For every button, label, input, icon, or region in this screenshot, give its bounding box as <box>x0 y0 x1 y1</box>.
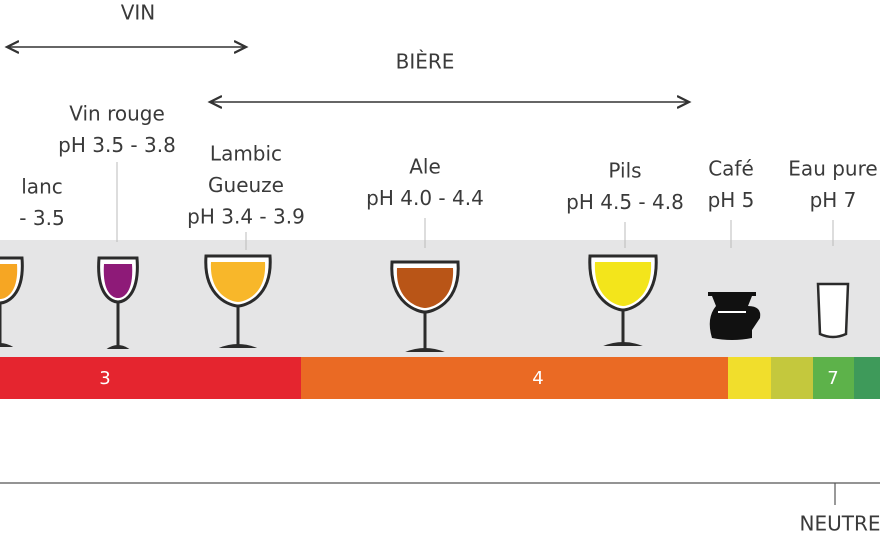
glass-foot <box>106 345 130 349</box>
glass-liquid <box>103 264 133 298</box>
drink-label: pH 5 <box>708 188 755 212</box>
scale-segment <box>728 357 771 399</box>
drink-label: pH 3.4 - 3.9 <box>187 205 305 229</box>
glass-liquid <box>0 264 18 299</box>
scale-label: 7 <box>827 368 838 389</box>
coffee-pot <box>709 296 761 340</box>
neutral-label: NEUTRE <box>800 512 880 536</box>
glass-liquid <box>396 268 454 308</box>
drink-label: Lambic <box>210 142 282 166</box>
scale-segment <box>0 357 301 399</box>
drink-label: Vin rouge <box>69 102 165 126</box>
glass-foot <box>0 343 14 347</box>
drink-labels: lanc - 3.5 Vin rouge pH 3.5 - 3.8 Lambic Gueu… <box>19 102 878 250</box>
drink-label: lanc <box>21 175 62 199</box>
drink-label: Café <box>708 157 754 181</box>
glass-liquid <box>594 262 652 306</box>
scale-segment <box>771 357 813 399</box>
glass-foot <box>603 342 643 346</box>
drink-label: pH 7 <box>810 188 857 212</box>
scale-segment <box>813 357 854 399</box>
drink-label: pH 4.5 - 4.8 <box>566 190 684 214</box>
glass-foot <box>405 348 445 352</box>
wine-header: VIN <box>121 1 156 25</box>
glass-liquid <box>210 262 266 302</box>
drink-label: Gueuze <box>208 173 284 197</box>
glasses <box>0 254 850 352</box>
beer-header: BIÈRE <box>396 50 455 74</box>
drink-label: pH 3.5 - 3.8 <box>58 133 176 157</box>
drink-label: Eau pure <box>788 157 877 181</box>
drink-label: Pils <box>608 159 641 183</box>
water-glass <box>816 282 850 339</box>
glass-foot <box>218 344 258 348</box>
drink-label: - 3.5 <box>19 206 64 230</box>
scale-label: 3 <box>99 368 110 389</box>
drink-label: pH 4.0 - 4.4 <box>366 186 484 210</box>
scale-label: 4 <box>532 368 543 389</box>
scale-segment <box>854 357 880 399</box>
drink-label: Ale <box>409 155 441 179</box>
scale-segment <box>301 357 728 399</box>
